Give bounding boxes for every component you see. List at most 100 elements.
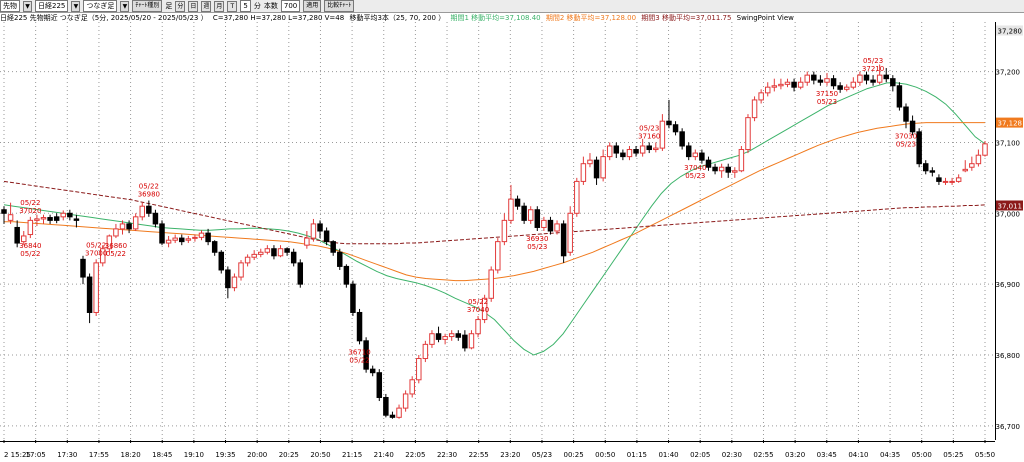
x-tick-label: 02:30 [722, 451, 742, 459]
swing-low-price: 36840 [19, 242, 41, 250]
time-axis [0, 441, 995, 462]
last-price-tag: 37,280 [998, 28, 1023, 36]
candle-body [1, 209, 7, 214]
ma-mid-tag: 37,128 [998, 120, 1023, 128]
ma-line-200 [3, 180, 986, 245]
candle-body [936, 177, 942, 182]
candle-body [475, 319, 481, 335]
ma-long-tag: 37,011 [998, 202, 1023, 210]
period-button-week[interactable]: 週 [201, 0, 212, 12]
candle-body [60, 212, 66, 218]
candle-body [626, 149, 633, 158]
x-tick-label: 00:50 [595, 451, 615, 459]
candle-body [850, 81, 857, 88]
candle-body [211, 241, 218, 253]
chart-type-button[interactable]: ﾁｬｰﾄ種別 [132, 0, 163, 12]
candle-body [7, 214, 14, 221]
candle-body [448, 333, 455, 338]
candle-body [712, 166, 718, 172]
candle-body [21, 235, 27, 243]
candle-body [416, 358, 422, 381]
candle-body [27, 219, 34, 236]
swing-low-price: 36930 [526, 235, 548, 243]
count-input[interactable]: 700 [280, 0, 301, 12]
chart-title: 日経225 先物期近 つなぎ足（5分, 2025/05/20 - 2025/05… [0, 14, 208, 22]
candle-body [14, 226, 20, 244]
swing-high-date: 05/22 [20, 199, 40, 207]
candle-body [205, 232, 211, 243]
swing-high-date: 05/22 [86, 241, 106, 249]
candle-body [679, 131, 685, 147]
swing-low-date: 05/22 [20, 250, 40, 258]
candle-body [271, 248, 277, 257]
swing-low-date: 05/22 [106, 250, 126, 258]
swing-low-date: 05/23 [685, 172, 705, 180]
candle-body [455, 333, 462, 338]
x-tick-label: 02:55 [753, 451, 773, 459]
x-tick-label: 03:20 [785, 451, 805, 459]
x-tick-label: 18:20 [120, 451, 140, 459]
candle-body [942, 180, 949, 183]
candle-body [508, 198, 514, 221]
candle-body [751, 99, 758, 119]
candle-body [93, 262, 99, 313]
swing-high-date: 05/22 [139, 183, 159, 191]
period-label: 足 [165, 2, 173, 10]
period-button-month[interactable]: 月 [214, 0, 225, 12]
index-select[interactable]: 日経225 [35, 0, 69, 12]
candle-body [593, 159, 600, 179]
x-tick-label: 04:10 [848, 451, 868, 459]
x-tick-label: 22:30 [437, 451, 457, 459]
ma-line-25 [3, 82, 986, 356]
candle-body [949, 180, 955, 183]
x-tick-label: 18:45 [152, 451, 172, 459]
apply-button[interactable]: 適用 [303, 0, 322, 12]
candle-body [225, 269, 231, 289]
swing-low-date: 05/23 [896, 140, 916, 148]
candle-body [462, 334, 468, 349]
contract-select[interactable]: つなぎ足 [83, 0, 118, 12]
candle-body [883, 74, 889, 80]
y-tick-label: 37,100 [996, 139, 1021, 147]
swing-high-price: 36980 [138, 191, 160, 199]
candle-body [323, 230, 330, 243]
ma-long-value: 期間3 移動平均=37,011.75 [641, 14, 732, 22]
chevron-down-icon[interactable]: ▼ [120, 0, 130, 12]
candle-body [843, 86, 850, 90]
swing-high-price: 37040 [467, 306, 489, 314]
candle-body [547, 219, 554, 232]
count-value: 700 [283, 2, 298, 10]
candle-body [350, 283, 356, 313]
candle-body [47, 217, 53, 221]
chevron-down-icon[interactable]: ▼ [23, 0, 32, 12]
x-tick-label: 02:05 [690, 451, 710, 459]
candle-body [73, 218, 80, 221]
chevron-down-icon[interactable]: ▼ [71, 0, 81, 12]
instrument-select[interactable]: 先物 [0, 0, 20, 12]
candle-body [725, 166, 731, 173]
ma-line-70 [4, 122, 985, 282]
compare-chart-button[interactable]: 比較ﾁｬｰﾄ [324, 0, 355, 12]
period-button-tick[interactable]: T [227, 0, 238, 12]
candle-body [159, 223, 165, 244]
candle-body [396, 407, 402, 418]
period-value-input[interactable]: 5 [240, 0, 251, 12]
candle-body [916, 131, 922, 165]
candle-body [903, 106, 909, 122]
chart-type-label: ﾁｬｰﾄ種別 [135, 2, 160, 9]
candle-body [218, 251, 225, 271]
period-button-minute[interactable]: 分 [175, 0, 186, 12]
candle-body [521, 205, 527, 221]
x-tick-label: 05:00 [912, 451, 932, 459]
period-button-day[interactable]: 日 [188, 0, 199, 12]
x-tick-label: 05:25 [943, 451, 963, 459]
candle-body [923, 163, 929, 172]
swingpoint-toggle[interactable]: SwingPoint View [736, 14, 794, 22]
candle-body [705, 159, 712, 168]
x-tick-label: 19:10 [184, 451, 204, 459]
candle-body [310, 223, 317, 239]
candle-body [620, 152, 626, 158]
ma-short-value: 期間1 移動平均=37,108.40 [450, 14, 541, 22]
candle-body [580, 163, 587, 182]
